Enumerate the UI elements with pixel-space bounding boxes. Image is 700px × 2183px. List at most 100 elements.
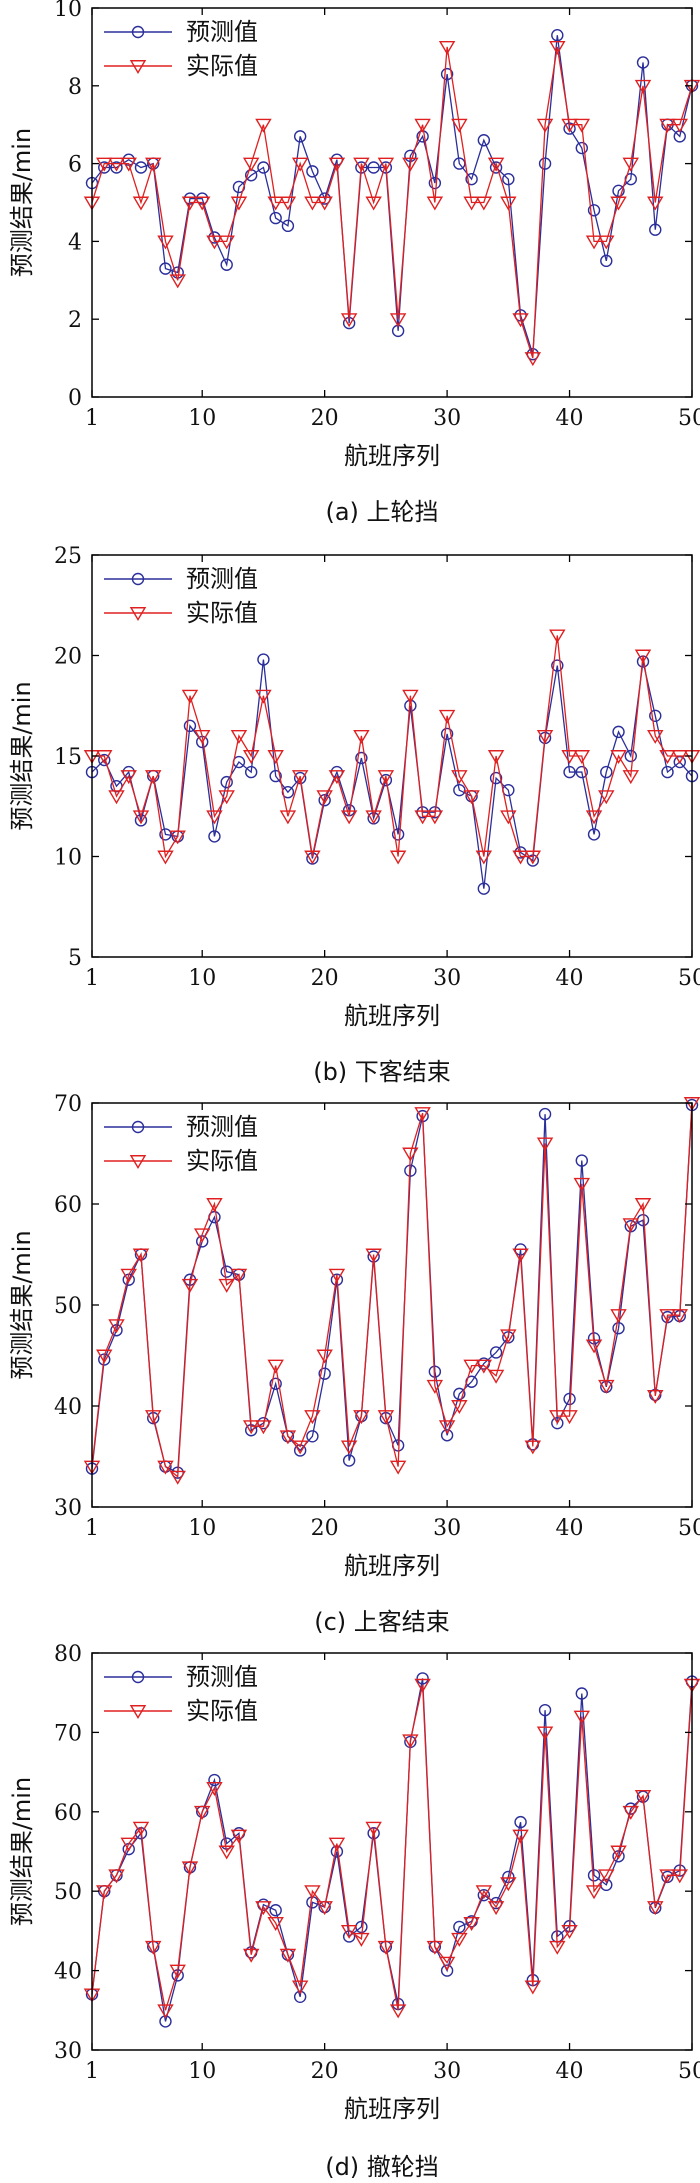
data-point xyxy=(426,810,444,825)
data-point xyxy=(512,313,529,328)
x-tick-label: 30 xyxy=(433,2059,461,2084)
data-point xyxy=(414,1678,431,1693)
data-point xyxy=(561,1410,578,1425)
data-point xyxy=(120,157,137,172)
data-point xyxy=(426,1379,444,1394)
data-point xyxy=(96,1885,113,1900)
data-point xyxy=(267,750,284,765)
data-point xyxy=(304,1885,321,1900)
legend-marker xyxy=(131,572,145,586)
data-point xyxy=(404,149,417,163)
series-actual xyxy=(83,1097,700,1485)
data-point xyxy=(402,157,419,172)
series-line xyxy=(91,46,693,359)
data-point xyxy=(463,790,480,805)
data-point xyxy=(318,794,331,807)
x-tick-label: 30 xyxy=(433,966,461,991)
x-tick-label: 40 xyxy=(556,966,584,991)
data-point xyxy=(475,850,493,865)
data-point xyxy=(600,765,613,779)
data-point xyxy=(551,659,564,672)
data-point xyxy=(257,161,270,174)
data-point xyxy=(108,1319,125,1334)
data-point xyxy=(181,689,199,704)
data-point xyxy=(108,1869,125,1884)
data-point xyxy=(218,1278,235,1293)
data-point xyxy=(659,1309,676,1324)
data-point xyxy=(220,775,233,789)
legend-label: 实际值 xyxy=(186,52,258,80)
y-tick-label: 60 xyxy=(54,1801,82,1826)
data-point xyxy=(538,1107,552,1121)
data-point xyxy=(269,211,282,225)
x-axis-label: 航班序列 xyxy=(344,2095,440,2123)
data-point xyxy=(98,753,111,767)
data-point xyxy=(598,790,615,805)
data-point xyxy=(610,196,627,211)
data-point xyxy=(206,810,223,825)
data-point xyxy=(389,850,407,865)
data-point xyxy=(132,1248,150,1263)
data-point xyxy=(647,729,664,744)
data-point xyxy=(575,765,588,779)
data-point xyxy=(340,313,358,328)
y-tick-label: 0 xyxy=(68,386,82,411)
data-point xyxy=(426,1940,444,1955)
data-point xyxy=(563,765,576,779)
data-point xyxy=(451,118,468,133)
series-line xyxy=(92,635,692,859)
data-point xyxy=(365,810,382,825)
data-point xyxy=(169,1470,186,1485)
data-point xyxy=(267,1917,284,1931)
plot-frame xyxy=(91,1102,693,1508)
data-point xyxy=(487,1901,505,1916)
y-tick-label: 5 xyxy=(68,946,82,971)
data-point xyxy=(647,1901,664,1916)
data-point xyxy=(524,850,542,865)
data-point xyxy=(132,1821,150,1836)
y-tick-label: 50 xyxy=(54,1880,82,1905)
data-point xyxy=(169,1964,186,1979)
x-tick-label: 10 xyxy=(188,2059,216,2084)
data-point xyxy=(600,254,613,268)
data-point xyxy=(230,1268,248,1283)
data-point xyxy=(267,196,284,211)
data-point xyxy=(120,1837,137,1852)
data-point xyxy=(610,750,627,765)
data-point xyxy=(487,157,505,172)
data-point xyxy=(279,196,297,211)
data-point xyxy=(536,1137,554,1152)
series-line xyxy=(91,1102,693,1479)
data-point xyxy=(353,1410,370,1425)
data-point xyxy=(636,56,650,69)
data-point xyxy=(647,196,664,211)
data-point xyxy=(134,161,148,174)
data-point xyxy=(500,1877,517,1892)
data-point xyxy=(477,134,491,147)
data-point xyxy=(279,1948,297,1963)
data-point xyxy=(193,729,211,744)
data-point xyxy=(257,653,270,666)
data-point xyxy=(438,709,456,724)
y-tick-label: 4 xyxy=(68,230,82,255)
y-tick-label: 30 xyxy=(54,2039,82,2064)
data-point xyxy=(512,1248,529,1263)
x-tick-label: 10 xyxy=(188,1516,216,1541)
data-point xyxy=(440,1429,454,1442)
y-axis-label: 预测结果/min xyxy=(8,1230,36,1379)
data-point xyxy=(612,184,625,198)
data-point xyxy=(340,1440,358,1455)
data-point xyxy=(536,729,554,744)
data-point xyxy=(489,771,503,785)
data-point xyxy=(367,161,380,174)
data-point xyxy=(598,1869,615,1884)
data-point xyxy=(536,118,554,133)
y-tick-label: 2 xyxy=(68,308,82,333)
chart-caption: (b) 下客结束 xyxy=(313,1058,451,1086)
legend-label: 预测值 xyxy=(186,1663,258,1691)
data-point xyxy=(440,67,454,81)
data-point xyxy=(634,1789,652,1804)
data-point xyxy=(438,40,456,55)
legend-label: 实际值 xyxy=(186,1697,258,1725)
